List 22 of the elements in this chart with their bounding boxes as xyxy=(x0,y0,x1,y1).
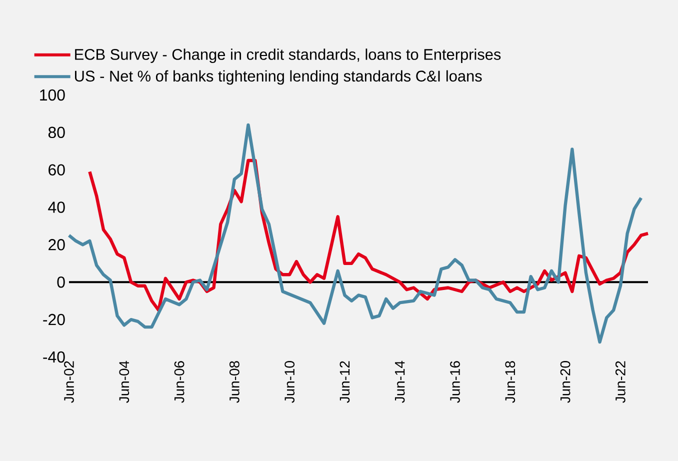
line-series xyxy=(67,123,643,344)
legend-label: US - Net % of banks tightening lending standards C&I loans xyxy=(75,70,482,85)
x-tick-label: Jun-04 xyxy=(119,360,130,403)
y-tick-label: 60 xyxy=(48,164,65,176)
x-tick-label: Jun-18 xyxy=(505,361,516,403)
y-tick-label: 40 xyxy=(48,202,65,213)
x-tick-label: Jun-22 xyxy=(615,361,626,403)
x-tick-label: Jun-12 xyxy=(340,361,350,403)
y-tick-label: 0 xyxy=(57,276,65,288)
x-tick-label: Jun-10 xyxy=(284,361,295,403)
legend-label: ECB Survey - Change in credit standards, loans to Enterprises xyxy=(75,48,501,63)
x-tick-label: Jun-02 xyxy=(64,361,74,403)
x-tick-label: Jun-20 xyxy=(560,361,570,403)
x-tick-label: Jun-06 xyxy=(174,361,184,403)
y-tick-label: 100 xyxy=(40,89,65,101)
y-tick-label: 20 xyxy=(48,239,65,250)
x-tick-label: Jun-14 xyxy=(395,360,405,403)
x-tick-label: Jun-16 xyxy=(450,361,460,403)
y-tick-label: -20 xyxy=(43,314,65,326)
y-tick-label: -40 xyxy=(43,351,65,363)
x-tick-label: Jun-08 xyxy=(229,361,240,403)
y-tick-label: 80 xyxy=(48,126,65,138)
